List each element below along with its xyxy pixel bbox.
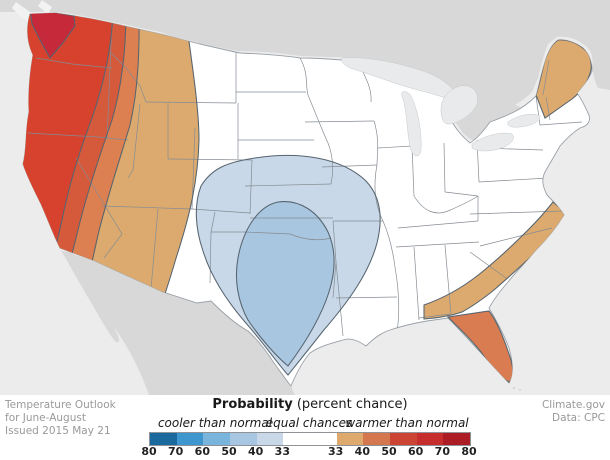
great-lakes (341, 57, 541, 157)
us-map-area (0, 0, 610, 398)
credit-line: Temperature Outlook (5, 399, 116, 411)
legend-swatch-cooler-50-60 (203, 433, 231, 445)
colorbar-tick-labels: 80 70 60 50 40 33 33 40 50 60 70 80 (141, 445, 476, 458)
legend-swatch-equal-chances (283, 433, 337, 445)
colorbar-tick: 40 (354, 445, 370, 458)
legend-swatch-warmer-60-70 (416, 433, 444, 445)
legend-swatch-cooler-33-40 (256, 433, 284, 445)
colorbar-tick: 60 (194, 445, 210, 458)
legend-title-bold: Probability (212, 397, 293, 412)
credit-line: Data: CPC (552, 412, 605, 424)
probability-legend: Probability (percent chance) cooler than… (141, 395, 476, 460)
colorbar-tick: 40 (248, 445, 264, 458)
us-outlook-map (0, 0, 610, 398)
source-credit: Climate.gov Data: CPC (542, 399, 605, 425)
colorbar-tick: 50 (221, 445, 237, 458)
mexico-landmass (60, 250, 296, 398)
credit-line: Issued 2015 May 21 (5, 425, 111, 437)
legend-swatch-warmer-70-80 (443, 433, 471, 445)
lake-ontario (507, 114, 541, 128)
legend-swatch-warmer-40-50 (363, 433, 391, 445)
colorbar-tick: 50 (381, 445, 397, 458)
issuance-credit: Temperature Outlook for June-August Issu… (5, 399, 116, 438)
colorbar-tick: 70 (168, 445, 184, 458)
lake-michigan (401, 91, 422, 157)
label-cooler-than-normal: cooler than normal (157, 416, 273, 430)
legend-swatch-cooler-70-80 (150, 433, 177, 445)
legend-swatch-warmer-33-40 (336, 433, 364, 445)
label-equal-chances: equal chances (265, 416, 353, 430)
baja-peninsula (62, 251, 120, 343)
colorbar-tick: 80 (461, 445, 477, 458)
legend-title-rest: (percent chance) (292, 397, 408, 412)
colorbar-tick: 70 (434, 445, 450, 458)
legend-swatch-cooler-60-70 (176, 433, 204, 445)
label-warmer-than-normal: warmer than normal (345, 416, 469, 430)
colorbar-tick: 33 (274, 445, 290, 458)
lake-erie (471, 132, 514, 152)
florida-keys (512, 386, 522, 392)
probability-colorbar (149, 432, 471, 446)
lake-huron (440, 85, 478, 125)
legend-swatch-warmer-50-60 (390, 433, 417, 445)
lake-superior (341, 57, 463, 103)
colorbar-tick: 80 (141, 445, 157, 458)
legend-strip: Temperature Outlook for June-August Issu… (0, 395, 610, 460)
colorbar-tick: 60 (408, 445, 424, 458)
colorbar-tick: 33 (328, 445, 344, 458)
credit-line: Climate.gov (541, 399, 605, 411)
credit-line: for June-August (5, 412, 86, 424)
legend-swatch-cooler-40-50 (230, 433, 257, 445)
legend-title: Probability (percent chance) (212, 397, 407, 412)
